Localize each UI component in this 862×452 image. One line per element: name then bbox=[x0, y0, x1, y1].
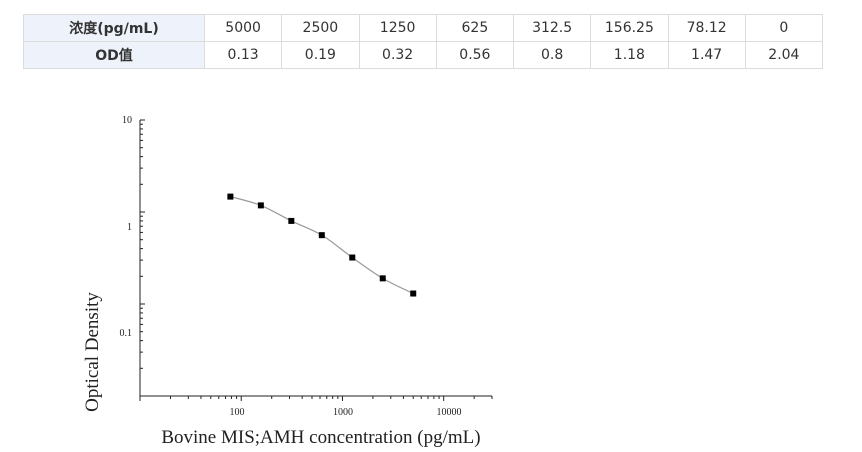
y-tick-label: 1 bbox=[127, 222, 132, 233]
table-cell: 0.8 bbox=[512, 41, 592, 69]
table-cell: 0.19 bbox=[281, 41, 360, 69]
table-cell: 0 bbox=[744, 14, 824, 42]
data-point bbox=[257, 202, 264, 209]
fit-curve bbox=[230, 196, 414, 295]
table-cell: 1.47 bbox=[667, 41, 746, 69]
tick-marks bbox=[139, 119, 493, 401]
table-cell: 0.13 bbox=[203, 41, 283, 69]
x-axis-label: Bovine MIS;AMH concentration (pg/mL) bbox=[161, 427, 480, 448]
table-row-concentration: 浓度(pg/mL) 5000 2500 1250 625 312.5 156.2… bbox=[23, 14, 824, 42]
x-tick-label: 1000 bbox=[333, 407, 353, 418]
row-header: OD值 bbox=[23, 41, 205, 69]
chart-axes bbox=[139, 120, 492, 397]
data-point bbox=[410, 290, 417, 297]
data-point bbox=[227, 193, 234, 200]
table-row-od: OD值 0.13 0.19 0.32 0.56 0.8 1.18 1.47 2.… bbox=[23, 41, 824, 69]
y-tick-label: 10 bbox=[122, 115, 132, 126]
table-cell: 78.12 bbox=[667, 14, 746, 42]
od-table: 浓度(pg/mL) 5000 2500 1250 625 312.5 156.2… bbox=[23, 14, 824, 69]
table-cell: 1.18 bbox=[590, 41, 669, 69]
table-cell: 156.25 bbox=[590, 14, 669, 42]
data-point bbox=[318, 232, 325, 239]
data-point bbox=[288, 217, 295, 224]
table-cell: 0.56 bbox=[435, 41, 515, 69]
data-point bbox=[379, 275, 386, 282]
table-cell: 2.04 bbox=[744, 41, 824, 69]
table-cell: 0.32 bbox=[358, 41, 437, 69]
data-point bbox=[349, 254, 356, 261]
row-header: 浓度(pg/mL) bbox=[23, 14, 205, 42]
y-tick-label: 0.1 bbox=[120, 328, 133, 339]
table-cell: 625 bbox=[435, 14, 515, 42]
table-cell: 2500 bbox=[281, 14, 360, 42]
x-tick-label: 10000 bbox=[437, 407, 462, 418]
x-tick-label: 100 bbox=[230, 407, 245, 418]
table-cell: 312.5 bbox=[512, 14, 592, 42]
table-cell: 5000 bbox=[203, 14, 283, 42]
fit-curve-group bbox=[230, 196, 414, 295]
od-chart: 10 1 0.1 100 1000 10000 Bovine MIS;AMH c… bbox=[82, 115, 493, 448]
y-axis-label: Optical Density bbox=[82, 292, 103, 412]
data-points bbox=[227, 193, 417, 297]
table-cell: 1250 bbox=[358, 14, 437, 42]
